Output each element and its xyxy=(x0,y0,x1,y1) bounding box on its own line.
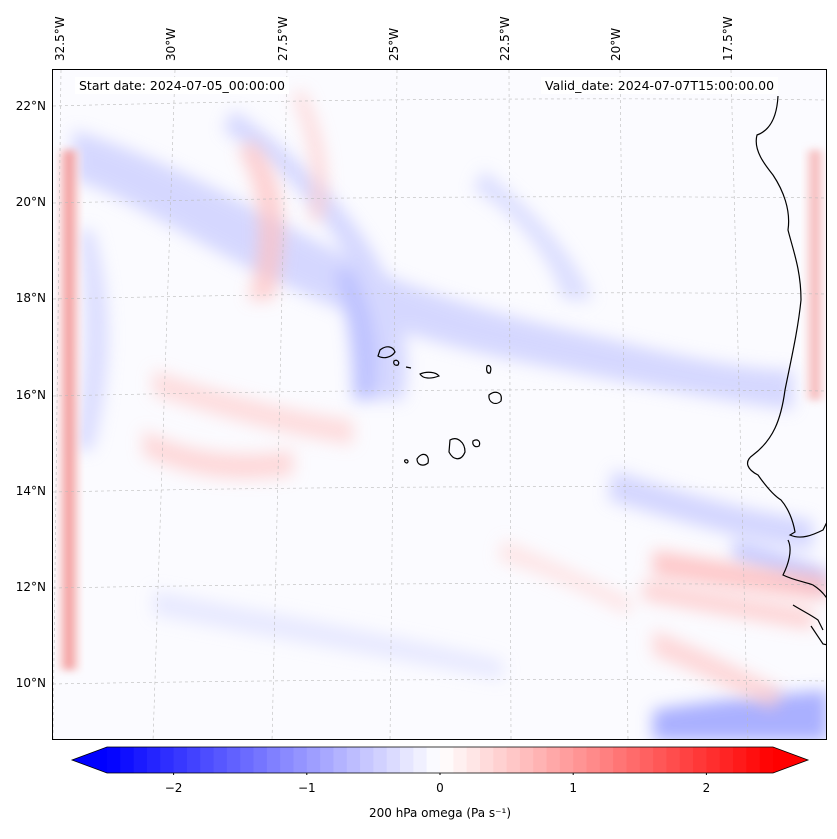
colorbar-extend-min xyxy=(72,747,107,773)
omega-field-map xyxy=(53,70,826,739)
colorbar-band xyxy=(666,747,681,773)
colorbar-band xyxy=(253,747,268,773)
colorbar-outline xyxy=(70,746,810,774)
colorbar-band xyxy=(360,747,374,773)
colorbar-band xyxy=(120,747,135,773)
island-sal xyxy=(486,364,492,374)
lat-label: 16°N xyxy=(15,388,46,402)
coastline xyxy=(746,95,826,646)
lon-label: 32.5°W xyxy=(53,16,67,61)
colorbar-title: 200 hPa omega (Pa s⁻¹) xyxy=(368,806,511,820)
lon-label: 17.5°W xyxy=(721,16,735,61)
island-brava xyxy=(404,459,409,464)
colorbar-band xyxy=(586,747,601,773)
colorbar-band xyxy=(679,747,694,773)
colorbar-band xyxy=(639,747,654,773)
colorbar-svg xyxy=(70,746,810,775)
colorbar-tick-label: −2 xyxy=(164,781,183,795)
colorbar-band xyxy=(146,747,161,773)
colorbar-band xyxy=(346,747,361,773)
left-edge-band xyxy=(58,150,80,670)
colorbar-band xyxy=(160,747,175,773)
colorbar-band xyxy=(733,747,747,773)
island-fogo xyxy=(416,453,429,466)
colorbar-band xyxy=(173,747,188,773)
colorbar-tick-label: 2 xyxy=(702,781,711,795)
colorbar-band xyxy=(573,747,588,773)
lat-label: 14°N xyxy=(15,484,46,498)
colorbar-band xyxy=(293,747,308,773)
gridlines xyxy=(53,70,826,739)
colorbar-band xyxy=(559,747,574,773)
colorbar-band xyxy=(493,747,508,773)
red-regions xyxy=(143,90,826,710)
colorbar-band xyxy=(133,747,148,773)
colorbar-band xyxy=(280,747,295,773)
colorbar-band xyxy=(386,747,401,773)
lon-label: 20°W xyxy=(609,27,623,61)
colorbar-band xyxy=(373,747,388,773)
lat-label: 12°N xyxy=(15,580,46,594)
lat-label: 10°N xyxy=(15,676,46,690)
valid-date-label: Valid_date: 2024-07-07T15:00:00.00 xyxy=(541,77,779,94)
colorbar-ticks xyxy=(173,773,707,775)
colorbar-band xyxy=(613,747,628,773)
colorbar-band xyxy=(186,747,201,773)
colorbar-band xyxy=(413,747,428,773)
start-date-label: Start date: 2024-07-05_00:00:00 xyxy=(75,77,289,94)
lon-label: 22.5°W xyxy=(498,16,512,61)
colorbar-band xyxy=(213,747,228,773)
colorbar-band xyxy=(693,747,707,773)
colorbar-tick-label: 0 xyxy=(436,781,444,795)
map-panel xyxy=(52,69,827,740)
colorbar-band xyxy=(400,747,414,773)
colorbar-band xyxy=(240,747,255,773)
island-santa-luzia xyxy=(405,366,412,369)
colorbar-band xyxy=(719,747,734,773)
colorbar-band xyxy=(107,747,121,773)
colorbar-band xyxy=(466,747,481,773)
island-maio xyxy=(472,439,481,448)
right-edge-band xyxy=(805,150,825,400)
lon-label: 25°W xyxy=(387,27,401,61)
island-sao-vicente xyxy=(393,359,400,366)
colorbar-band xyxy=(333,747,348,773)
colorbar-band xyxy=(320,747,335,773)
cape-verde-islands xyxy=(377,346,502,466)
colorbar xyxy=(70,745,810,775)
lat-label: 18°N xyxy=(15,291,46,305)
colorbar-band xyxy=(200,747,215,773)
colorbar-band xyxy=(626,747,641,773)
colorbar-band xyxy=(226,747,241,773)
island-santiago xyxy=(448,438,466,460)
colorbar-extend-max xyxy=(773,747,808,773)
island-boa-vista xyxy=(488,391,502,405)
lat-label: 22°N xyxy=(15,99,46,113)
colorbar-band xyxy=(546,747,561,773)
colorbar-band xyxy=(759,747,774,773)
colorbar-band xyxy=(533,747,548,773)
colorbar-band xyxy=(599,747,614,773)
colorbar-band xyxy=(519,747,534,773)
colorbar-band xyxy=(653,747,668,773)
colorbar-tick-label: 1 xyxy=(569,781,578,795)
colorbar-band xyxy=(506,747,521,773)
colorbar-band xyxy=(306,747,321,773)
colorbar-tick-label: −1 xyxy=(297,781,316,795)
colorbar-band xyxy=(426,747,441,773)
colorbar-band xyxy=(746,747,761,773)
colorbar-band xyxy=(440,747,454,773)
colorbar-band xyxy=(479,747,494,773)
island-santo-antao xyxy=(377,346,396,359)
colorbar-bands xyxy=(107,747,774,773)
colorbar-band xyxy=(453,747,468,773)
island-sao-nicolau xyxy=(419,371,440,379)
lon-label: 30°W xyxy=(164,27,178,61)
lat-label: 20°N xyxy=(15,195,46,209)
lon-label: 27.5°W xyxy=(276,16,290,61)
colorbar-band xyxy=(266,747,281,773)
blue-regions xyxy=(73,110,826,739)
colorbar-band xyxy=(706,747,721,773)
